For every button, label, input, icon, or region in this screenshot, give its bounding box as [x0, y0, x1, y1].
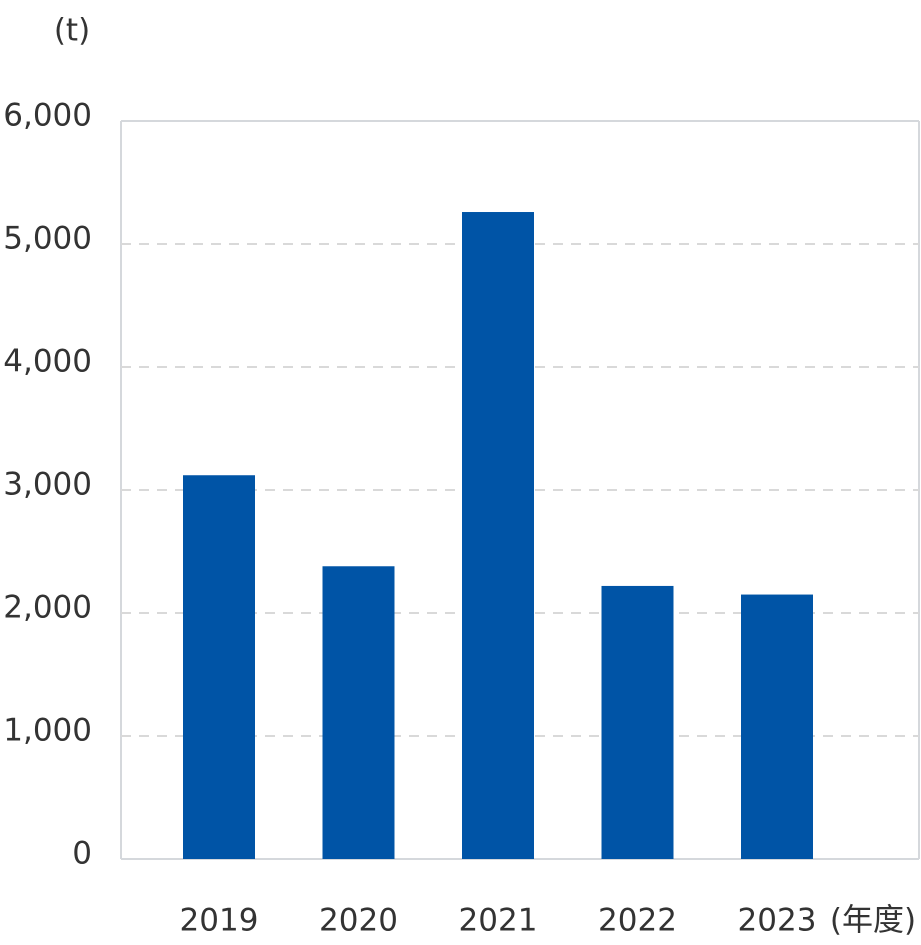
- y-tick-label: 3,000: [3, 467, 92, 503]
- bar: [183, 475, 255, 859]
- x-tick-label: 2019: [180, 903, 259, 939]
- y-tick-label: 5,000: [3, 221, 92, 257]
- bar: [601, 585, 674, 859]
- y-tick-label: 6,000: [3, 98, 92, 134]
- x-tick-label: 2022: [598, 903, 677, 939]
- x-axis-label: (年度): [830, 903, 916, 939]
- x-tick-label: 2023: [738, 903, 817, 939]
- y-tick-label: 0: [72, 836, 92, 872]
- bar: [741, 594, 813, 859]
- bar: [322, 566, 395, 859]
- x-tick-label: 2021: [459, 903, 538, 939]
- x-tick-label: 2020: [319, 903, 398, 939]
- y-tick-label: 2,000: [3, 590, 92, 626]
- y-axis-label: (t): [54, 13, 90, 49]
- y-tick-label: 4,000: [3, 344, 92, 380]
- bar: [462, 212, 534, 859]
- y-tick-label: 1,000: [3, 713, 92, 749]
